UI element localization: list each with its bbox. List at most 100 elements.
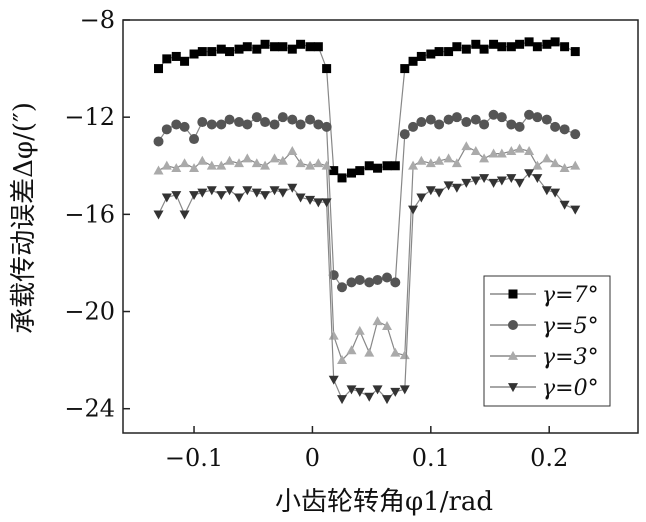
data-point [305,160,316,170]
data-point [260,191,271,201]
data-point [337,354,348,364]
data-point [426,49,436,59]
data-point [524,169,535,179]
data-point [242,119,253,130]
data-point [444,47,454,57]
data-point [216,119,227,130]
data-point [559,163,570,173]
data-point [234,158,245,168]
series-line [158,114,576,288]
data-point [321,121,332,132]
data-point [354,387,365,397]
data-point [488,109,499,120]
legend: γ=7° γ=5° γ=3° γ=0° [483,275,611,407]
data-point [313,198,324,208]
y-tick-label: −20 [64,298,115,326]
data-point [364,392,375,402]
data-point [425,114,436,125]
data-point [400,64,410,74]
data-point [508,383,518,393]
data-point [180,56,190,66]
series-1 [154,37,580,183]
legend-item: γ=3° [490,345,599,370]
data-point [541,153,552,163]
data-point [532,42,542,52]
data-point [443,153,454,163]
data-point [242,42,252,52]
data-point [171,51,181,61]
data-point [161,160,172,170]
data-point [570,47,580,57]
data-point [313,158,324,168]
data-point [364,277,375,288]
y-tick-label: −12 [64,103,115,131]
data-point [295,119,306,130]
data-point [278,42,288,52]
data-point [524,146,535,156]
data-point [550,188,561,198]
data-point [496,176,507,186]
data-point [354,274,365,285]
data-point [508,320,518,330]
legend-label: γ=5° [542,314,599,339]
data-point [337,282,348,293]
x-tick-label: −0.1 [165,444,223,472]
data-point [382,272,393,283]
series-4 [153,169,581,405]
legend-box [483,275,611,407]
data-point [452,42,462,52]
data-point [550,158,561,168]
data-point [224,114,235,125]
data-point [269,186,280,196]
x-axis: −0.1 0 0.1 0.2 [165,426,568,472]
data-point [364,347,375,357]
y-tick-label: −16 [64,200,115,228]
data-point [451,112,462,123]
legend-item: γ=5° [490,314,599,339]
data-point [206,160,217,170]
data-point [461,141,472,151]
data-point [532,112,543,123]
data-point [179,158,190,168]
data-point [269,119,280,130]
data-point [461,44,471,54]
data-point [234,117,245,128]
data-point [488,178,499,188]
data-point [372,274,383,285]
data-point [559,200,570,210]
data-point [550,121,561,132]
data-point [461,117,472,128]
data-point [313,42,323,52]
data-point [532,174,543,184]
data-point [287,146,298,156]
legend-label: γ=7° [542,283,599,308]
data-point [206,186,217,196]
data-point [506,42,516,52]
data-point [470,114,481,125]
data-point [416,117,427,128]
series-layer [153,37,581,405]
data-point [488,148,499,158]
data-point [372,316,383,326]
data-point [461,178,472,188]
data-point [382,320,393,330]
data-point [390,161,400,171]
data-point [207,47,217,57]
series-line [158,41,576,179]
data-point [496,148,507,158]
data-point [153,136,164,147]
data-point [524,109,535,120]
data-point [270,42,280,52]
data-point [506,119,517,130]
data-point [216,160,227,170]
data-point [171,163,182,173]
data-point [479,174,490,184]
data-point [550,37,560,47]
data-point [470,176,481,186]
data-point [260,160,271,170]
data-point [451,183,462,193]
data-point [425,186,436,196]
data-point [260,117,271,128]
data-point [479,119,490,130]
